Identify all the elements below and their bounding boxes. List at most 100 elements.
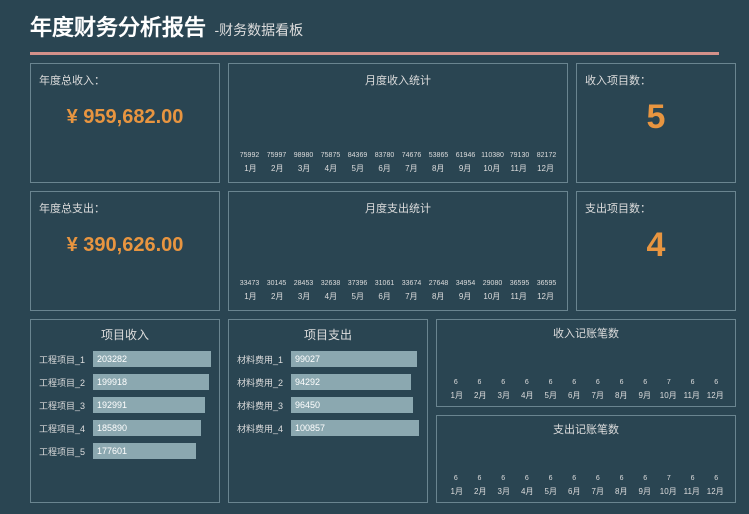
bar-value-label: 36595 [510,280,529,287]
x-axis-label: 5月 [539,390,563,401]
bar-value-label: 98980 [294,152,313,159]
hbar-row: 材料费用_4100857 [237,420,419,436]
bar-value-label: 6 [525,475,529,482]
bar-value-label: 6 [691,475,695,482]
hbar-row: 工程项目_4185890 [39,420,211,436]
hbar-fill: 199918 [93,374,209,390]
hbar-row: 工程项目_3192991 [39,397,211,413]
bar-value-label: 61946 [456,152,475,159]
x-axis-label: 2月 [469,390,493,401]
chart-title: 月度支出统计 [237,200,559,216]
x-axis-label: 10月 [478,163,505,174]
x-axis-label: 5月 [344,163,371,174]
hbar-fill: 177601 [93,443,196,459]
kpi-value: 5 [585,98,727,143]
bar-value-label: 6 [525,379,529,386]
bar-wrap: 6 [705,379,727,387]
bar-value-label: 27648 [429,280,448,287]
bar-wrap: 6 [611,379,633,387]
monthly-income-chart: 月度收入统计7599275997989807587584369837807467… [228,63,568,183]
bar-value-label: 7 [667,475,671,482]
x-axis-label: 9月 [452,291,479,302]
chart-title: 月度收入统计 [237,72,559,88]
bar-wrap: 6 [469,379,491,387]
bar-value-label: 6 [572,475,576,482]
x-axis-label: 11月 [505,163,532,174]
bar-wrap: 75875 [318,152,343,160]
x-axis-label: 12月 [532,291,559,302]
bar-value-label: 6 [596,475,600,482]
hbar-name: 工程项目_1 [39,353,87,366]
bar-value-label: 75997 [267,152,286,159]
x-axis-label: 3月 [291,291,318,302]
x-axis-label: 6月 [371,291,398,302]
kpi-label: 支出项目数： [585,200,727,216]
x-axis-label: 7月 [398,291,425,302]
x-axis-label: 6月 [563,390,587,401]
bar-wrap: 34954 [453,280,478,288]
bar-wrap: 83780 [372,152,397,160]
bar-wrap: 7 [658,379,680,387]
hbar-row: 材料费用_2 94292 [237,374,419,390]
bar-value-label: 29080 [483,280,502,287]
kpi-label: 年度总收入： [39,72,211,88]
bar-wrap: 6 [445,379,467,387]
x-axis-label: 2月 [469,486,493,497]
kpi-income-items: 收入项目数： 5 [576,63,736,183]
bar-wrap: 6 [563,475,585,483]
bar-wrap: 31061 [372,280,397,288]
bar-wrap: 6 [563,379,585,387]
x-axis-label: 2月 [264,163,291,174]
x-axis-label: 4月 [317,163,344,174]
x-axis-label: 10月 [478,291,505,302]
x-axis-label: 3月 [492,390,516,401]
hbar-name: 材料费用_1 [237,353,285,366]
bar-value-label: 6 [620,379,624,386]
bar-wrap: 61946 [453,152,478,160]
bar-value-label: 84369 [348,152,367,159]
bar-wrap: 84369 [345,152,370,160]
x-axis-label: 12月 [704,486,728,497]
bar-value-label: 36595 [537,280,556,287]
bar-value-label: 83780 [375,152,394,159]
x-axis-label: 9月 [633,486,657,497]
bar-value-label: 6 [714,475,718,482]
bar-wrap: 6 [682,475,704,483]
x-axis-label: 10月 [657,486,681,497]
project-expense-chart: 项目支出材料费用_199027材料费用_294292材料费用_396450材料费… [228,319,428,503]
x-axis-label: 12月 [532,163,559,174]
x-axis-label: 9月 [633,390,657,401]
x-axis-label: 1月 [237,163,264,174]
kpi-annual-expense: 年度总支出： ¥ 390,626.00 [30,191,220,311]
kpi-label: 年度总支出： [39,200,211,216]
hbar-fill: 99027 [291,351,417,367]
bar-wrap: 6 [492,475,514,483]
x-axis-label: 11月 [680,486,704,497]
bar-wrap: 6 [540,475,562,483]
kpi-annual-income: 年度总收入： ¥ 959,682.00 [30,63,220,183]
bar-value-label: 6 [549,379,553,386]
bar-wrap: 6 [445,475,467,483]
bar-wrap: 6 [587,475,609,483]
bar-wrap: 6 [587,379,609,387]
kpi-value: 4 [585,226,727,271]
bar-value-label: 6 [501,475,505,482]
hbar-row: 工程项目_1203282 [39,351,211,367]
bar-wrap: 33674 [399,280,424,288]
hbar-name: 工程项目_5 [39,445,87,458]
hbar-fill: 192991 [93,397,205,413]
bar-wrap: 6 [516,379,538,387]
hbar-fill: 94292 [291,374,411,390]
bar-value-label: 33674 [402,280,421,287]
hbar-name: 工程项目_2 [39,376,87,389]
hbar-name: 材料费用_2 [237,376,285,389]
x-axis-label: 11月 [505,291,532,302]
bar-value-label: 32638 [321,280,340,287]
chart-title: 项目收入 [39,326,211,343]
bar-value-label: 110380 [481,152,504,159]
kpi-value: ¥ 390,626.00 [39,226,211,271]
bar-value-label: 74676 [402,152,421,159]
bar-value-label: 6 [643,379,647,386]
title-sub: -财务数据看板 [214,22,303,38]
bar-wrap: 6 [492,379,514,387]
